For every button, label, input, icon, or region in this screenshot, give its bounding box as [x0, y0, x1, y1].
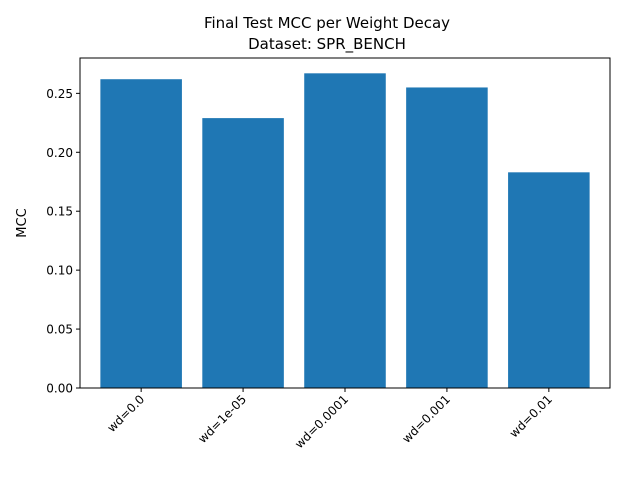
y-tick-label: 0.25 — [46, 87, 73, 101]
x-tick-label: wd=1e-05 — [195, 392, 249, 446]
bar-wd=0.0001 — [304, 73, 386, 388]
x-tick-label: wd=0.001 — [399, 392, 453, 446]
bar-wd=0.01 — [508, 172, 590, 388]
chart-title-line2: Dataset: SPR_BENCH — [248, 35, 406, 54]
x-tick-label: wd=0.0001 — [292, 392, 351, 451]
chart-title-line1: Final Test MCC per Weight Decay — [204, 14, 450, 32]
x-tick-label: wd=0.01 — [507, 392, 555, 440]
y-axis-label: MCC — [15, 208, 30, 237]
y-tick-label: 0.05 — [46, 323, 73, 337]
bar-wd=1e-05 — [202, 118, 284, 389]
plot-frame — [79, 57, 611, 389]
bar-wd=0.001 — [406, 87, 488, 389]
y-axis: 0.00 0.05 0.10 0.15 0.20 0.25 — [46, 87, 80, 396]
bar-wd=0.0 — [100, 79, 182, 389]
x-tick-label: wd=0.0 — [104, 392, 147, 435]
y-tick-label: 0.10 — [46, 264, 73, 278]
y-tick-label: 0.00 — [46, 382, 73, 396]
x-axis: wd=0.0 wd=1e-05 wd=0.0001 wd=0.001 wd=0.01 — [104, 388, 555, 451]
y-tick-label: 0.20 — [46, 146, 73, 160]
bars-group — [100, 73, 590, 389]
y-tick-label: 0.15 — [46, 205, 73, 219]
